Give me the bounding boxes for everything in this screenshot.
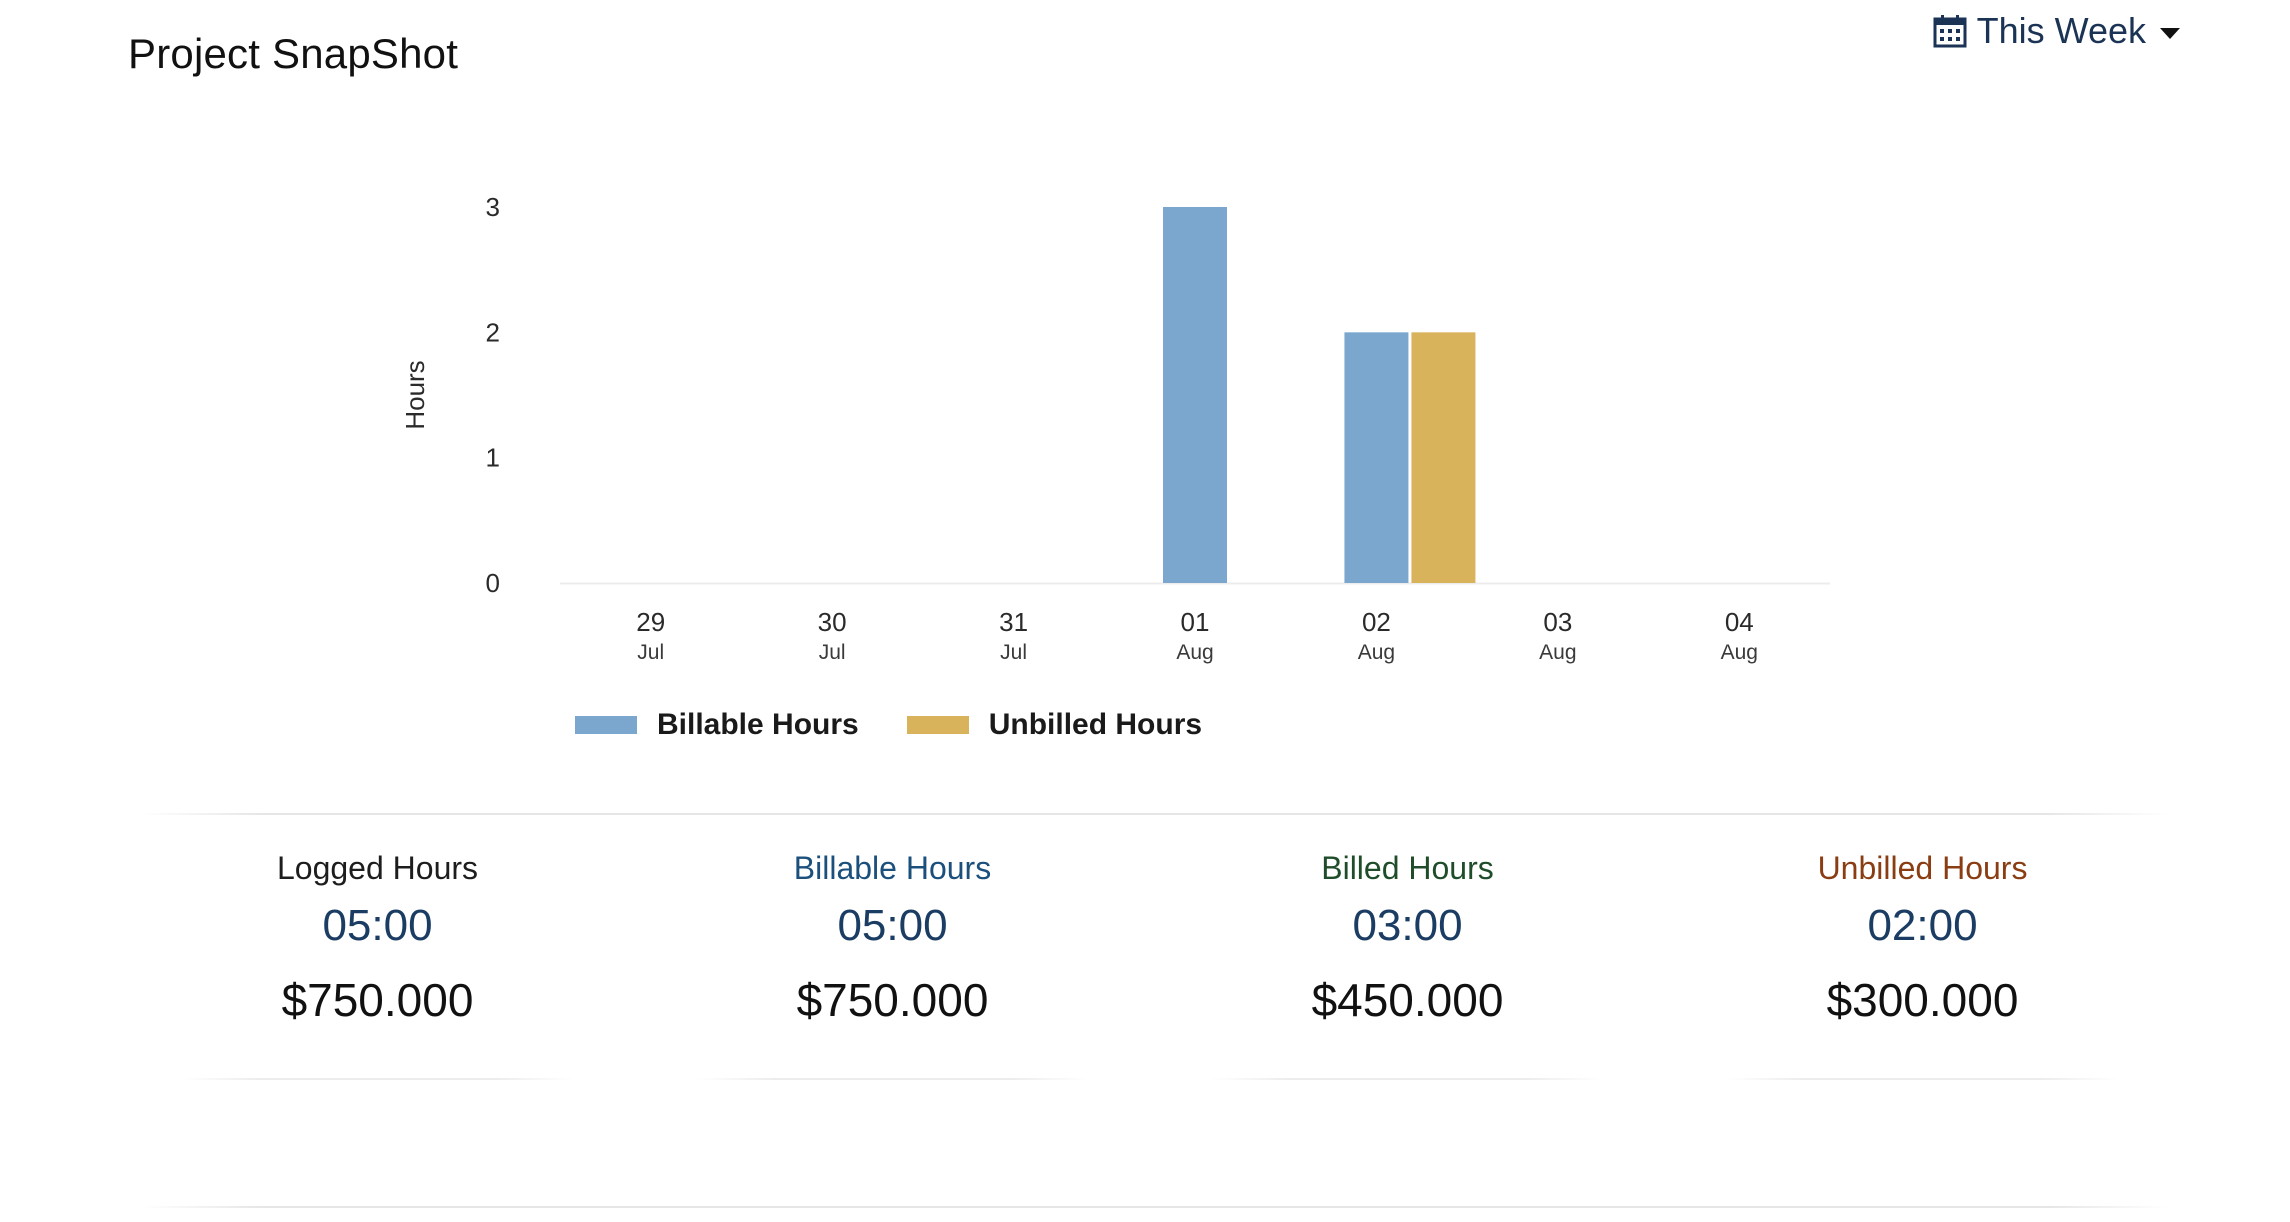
y-tick-label: 0: [486, 568, 500, 598]
legend-swatch-unbilled: [906, 716, 969, 734]
stat-unbilled-hours: Unbilled Hours 02:00 $300.000: [1665, 820, 2180, 1080]
x-tick-label: 29: [636, 607, 665, 637]
x-tick-sublabel: Aug: [1358, 641, 1395, 664]
legend-item-billable[interactable]: Billable Hours: [575, 708, 859, 742]
legend-swatch-billable: [575, 716, 637, 734]
hours-bar-chart: 0123Hours29Jul30Jul31Jul01Aug02Aug03Aug0…: [400, 192, 1830, 664]
bar-billable: [1344, 332, 1409, 583]
calendar-icon: [1933, 14, 1967, 48]
chevron-down-icon: [2160, 27, 2180, 39]
stat-billable-hours: Billable Hours 05:00 $750.000: [635, 820, 1150, 1080]
stat-label: Billed Hours: [1321, 850, 1494, 886]
stat-amount: $450.000: [1311, 974, 1504, 1026]
stat-amount: $750.000: [796, 974, 989, 1026]
stat-label: Logged Hours: [276, 850, 479, 886]
chart-legend: Billable Hours Unbilled Hours: [575, 708, 1202, 742]
page-title: Project SnapShot: [128, 30, 459, 77]
stats-summary: Logged Hours 05:00 $750.000 Billable Hou…: [120, 820, 2180, 1080]
bar-unbilled: [1411, 332, 1476, 583]
x-tick-label: 01: [1181, 607, 1210, 637]
stat-label: Billable Hours: [793, 850, 992, 886]
x-tick-label: 04: [1725, 607, 1754, 637]
stat-billed-hours: Billed Hours 03:00 $450.000: [1150, 820, 1665, 1080]
x-tick-label: 31: [999, 607, 1028, 637]
legend-label-unbilled: Unbilled Hours: [988, 708, 1203, 741]
x-tick-sublabel: Aug: [1176, 641, 1213, 664]
y-tick-label: 3: [486, 192, 500, 222]
x-tick-label: 02: [1362, 607, 1391, 637]
bottom-divider: [140, 1206, 2170, 1208]
x-tick-label: 30: [818, 607, 847, 637]
x-tick-sublabel: Jul: [819, 641, 846, 664]
stat-logged-hours: Logged Hours 05:00 $750.000: [120, 820, 635, 1080]
x-tick-sublabel: Jul: [1000, 641, 1027, 664]
bar-billable: [1163, 207, 1227, 583]
stat-label: Unbilled Hours: [1817, 850, 2028, 886]
stat-time: 03:00: [1352, 901, 1463, 950]
legend-label-billable: Billable Hours: [657, 708, 859, 741]
legend-item-unbilled[interactable]: Unbilled Hours: [906, 708, 1203, 742]
stat-time: 05:00: [837, 901, 948, 950]
period-selector[interactable]: This Week: [1933, 10, 2180, 52]
stat-amount: $300.000: [1826, 974, 2019, 1026]
period-label: This Week: [1976, 10, 2146, 51]
y-tick-label: 1: [486, 443, 500, 473]
x-tick-label: 03: [1543, 607, 1572, 637]
stat-time: 02:00: [1867, 901, 1978, 950]
stat-amount: $750.000: [281, 974, 474, 1026]
x-tick-sublabel: Aug: [1539, 641, 1576, 664]
section-divider: [140, 813, 2170, 815]
x-tick-sublabel: Aug: [1721, 641, 1758, 664]
y-axis-title: Hours: [400, 360, 430, 429]
stat-time: 05:00: [322, 901, 433, 950]
y-tick-label: 2: [486, 317, 500, 347]
x-tick-sublabel: Jul: [637, 641, 664, 664]
